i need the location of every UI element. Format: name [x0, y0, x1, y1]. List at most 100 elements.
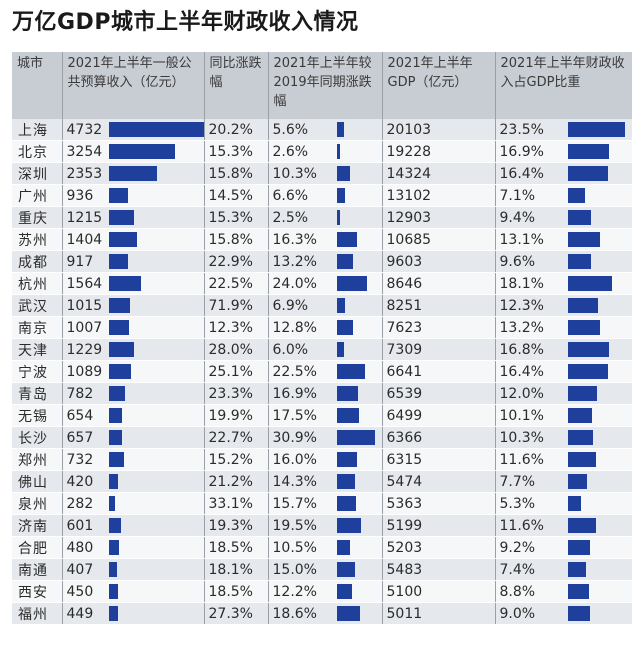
- vs2019-value: 6.6%: [272, 187, 309, 204]
- vs2019-bar: [336, 562, 355, 577]
- cell-yoy: 71.9%: [204, 294, 269, 317]
- ratio-bar: [567, 518, 596, 533]
- cell-yoy: 22.7%: [204, 426, 269, 449]
- cell-revenue: 1015: [62, 294, 205, 317]
- ratio-value: 10.3%: [499, 429, 544, 446]
- cell-revenue: 480: [62, 536, 205, 559]
- cell-ratio: 23.5%: [495, 119, 632, 141]
- cell-ratio: 7.1%: [495, 184, 632, 207]
- revenue-value: 450: [66, 583, 94, 600]
- vs2019-bar: [336, 540, 350, 555]
- city-label: 济南: [18, 518, 48, 535]
- vs2019-bar: [336, 430, 375, 445]
- revenue-bar: [108, 144, 175, 159]
- vs2019-value: 14.3%: [272, 473, 317, 490]
- city-label: 西安: [18, 584, 48, 601]
- cell-city: 西安: [12, 580, 63, 603]
- cell-vs2019: 15.0%: [268, 558, 383, 581]
- cell-revenue: 1089: [62, 360, 205, 383]
- revenue-value: 1229: [66, 341, 103, 358]
- gdp-value: 6315: [386, 451, 423, 468]
- cell-city: 佛山: [12, 470, 63, 493]
- ratio-bar: [567, 254, 591, 269]
- yoy-value: 15.8%: [208, 231, 253, 248]
- vs2019-bar: [336, 584, 352, 599]
- vs2019-value: 5.6%: [272, 121, 309, 138]
- yoy-value: 18.5%: [208, 539, 253, 556]
- table-row: 郑州 732 15.2% 16.0% 6315 11.6%: [12, 448, 632, 471]
- revenue-value: 3254: [66, 143, 103, 160]
- gdp-value: 20103: [386, 121, 432, 138]
- header-revenue: 2021年上半年一般公共预算收入（亿元）: [62, 52, 205, 119]
- vs2019-bar: [336, 518, 361, 533]
- gdp-value: 10685: [386, 231, 432, 248]
- cell-ratio: 12.3%: [495, 294, 632, 317]
- cell-city: 武汉: [12, 294, 63, 317]
- table-row: 宁波 1089 25.1% 22.5% 6641 16.4%: [12, 360, 632, 383]
- cell-city: 杭州: [12, 272, 63, 295]
- table-row: 南通 407 18.1% 15.0% 5483 7.4%: [12, 558, 632, 581]
- vs2019-value: 16.9%: [272, 385, 317, 402]
- cell-gdp: 5483: [382, 558, 496, 581]
- revenue-bar: [108, 452, 124, 467]
- yoy-value: 15.3%: [208, 209, 253, 226]
- cell-city: 长沙: [12, 426, 63, 449]
- cell-revenue: 917: [62, 250, 205, 273]
- vs2019-value: 12.2%: [272, 583, 317, 600]
- revenue-value: 1015: [66, 297, 103, 314]
- revenue-value: 654: [66, 407, 94, 424]
- cell-ratio: 11.6%: [495, 448, 632, 471]
- cell-yoy: 21.2%: [204, 470, 269, 493]
- table-row: 武汉 1015 71.9% 6.9% 8251 12.3%: [12, 294, 632, 317]
- cell-gdp: 6366: [382, 426, 496, 449]
- revenue-value: 1404: [66, 231, 103, 248]
- cell-gdp: 8251: [382, 294, 496, 317]
- vs2019-bar: [336, 232, 357, 247]
- cell-revenue: 450: [62, 580, 205, 603]
- table-row: 成都 917 22.9% 13.2% 9603 9.6%: [12, 250, 632, 273]
- revenue-bar: [108, 606, 118, 621]
- revenue-value: 782: [66, 385, 94, 402]
- ratio-value: 9.6%: [499, 253, 536, 270]
- vs2019-value: 16.3%: [272, 231, 317, 248]
- cell-gdp: 5100: [382, 580, 496, 603]
- gdp-value: 19228: [386, 143, 432, 160]
- cell-gdp: 6499: [382, 404, 496, 427]
- city-label: 武汉: [18, 298, 48, 315]
- cell-yoy: 18.5%: [204, 536, 269, 559]
- gdp-value: 9603: [386, 253, 423, 270]
- cell-yoy: 18.5%: [204, 580, 269, 603]
- vs2019-value: 17.5%: [272, 407, 317, 424]
- vs2019-value: 22.5%: [272, 363, 317, 380]
- gdp-value: 7309: [386, 341, 423, 358]
- cell-yoy: 15.3%: [204, 140, 269, 163]
- data-table: 城市 2021年上半年一般公共预算收入（亿元） 同比涨跌幅 2021年上半年较2…: [12, 52, 632, 625]
- ratio-bar: [567, 320, 600, 335]
- table-row: 福州 449 27.3% 18.6% 5011 9.0%: [12, 602, 632, 625]
- vs2019-bar: [336, 496, 356, 511]
- yoy-value: 12.3%: [208, 319, 253, 336]
- yoy-value: 15.2%: [208, 451, 253, 468]
- vs2019-bar: [336, 298, 345, 313]
- cell-city: 上海: [12, 119, 63, 141]
- cell-city: 南通: [12, 558, 63, 581]
- vs2019-value: 6.0%: [272, 341, 309, 358]
- cell-vs2019: 15.7%: [268, 492, 383, 515]
- vs2019-value: 13.2%: [272, 253, 317, 270]
- cell-vs2019: 30.9%: [268, 426, 383, 449]
- table-row: 北京 3254 15.3% 2.6% 19228 16.9%: [12, 140, 632, 163]
- revenue-value: 657: [66, 429, 94, 446]
- revenue-bar: [108, 188, 128, 203]
- revenue-value: 4732: [66, 121, 103, 138]
- yoy-value: 19.3%: [208, 517, 253, 534]
- cell-vs2019: 6.0%: [268, 338, 383, 361]
- cell-gdp: 13102: [382, 184, 496, 207]
- ratio-value: 12.3%: [499, 297, 544, 314]
- ratio-bar: [567, 364, 608, 379]
- vs2019-bar: [336, 122, 344, 137]
- revenue-bar: [108, 496, 115, 511]
- vs2019-bar: [336, 342, 344, 357]
- city-label: 福州: [18, 606, 48, 623]
- vs2019-bar: [336, 144, 340, 159]
- header-ratio: 2021年上半年财政收入占GDP比重: [495, 52, 632, 119]
